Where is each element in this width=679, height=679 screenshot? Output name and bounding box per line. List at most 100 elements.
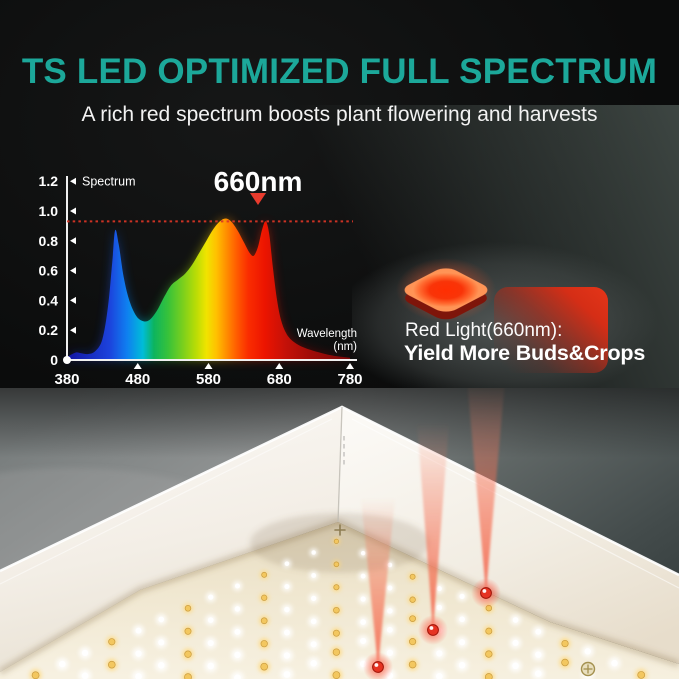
warm-led-dot xyxy=(561,639,569,648)
warm-led-dot xyxy=(107,660,116,669)
cool-led-dot xyxy=(435,672,443,679)
warm-led-dot xyxy=(260,640,268,648)
cool-led-dot xyxy=(459,616,465,623)
annotation-marker-icon xyxy=(250,193,266,205)
warm-led-dot xyxy=(332,629,340,637)
cool-led-dot xyxy=(310,641,317,648)
warm-led-dot xyxy=(637,671,646,679)
annotation-660nm: 660nm xyxy=(214,166,303,197)
y-tick-arrow-icon xyxy=(70,237,76,245)
fixture-left-wall xyxy=(0,407,342,672)
cool-led-dot xyxy=(234,628,241,635)
cool-led-dot xyxy=(208,594,214,600)
cool-led-dot xyxy=(512,617,519,623)
cool-led-dot xyxy=(360,550,366,556)
warm-led-dot xyxy=(184,650,192,658)
page-subtitle: A rich red spectrum boosts plant floweri… xyxy=(81,103,598,126)
cool-led-dot xyxy=(284,561,290,567)
red-led-chip-icon xyxy=(396,258,496,322)
warm-led-dot xyxy=(333,538,339,544)
cool-led-dot xyxy=(310,659,317,667)
x-tick-label: 780 xyxy=(337,371,362,388)
cool-led-dot xyxy=(311,550,316,555)
cool-led-dot xyxy=(436,585,442,592)
warm-led-dot xyxy=(261,594,268,601)
cool-led-dot xyxy=(234,606,241,612)
warm-led-dot xyxy=(108,638,116,646)
warm-led-dot xyxy=(333,584,340,591)
warm-led-dot xyxy=(184,605,192,612)
page-title: TS LED OPTIMIZED FULL SPECTRUM xyxy=(21,52,658,91)
cool-led-dot xyxy=(360,619,367,625)
cool-led-dot xyxy=(207,639,214,647)
beam-middle xyxy=(417,423,449,630)
cool-led-dot xyxy=(81,649,89,657)
cool-led-dot xyxy=(387,585,393,591)
warm-led-dot xyxy=(332,671,341,679)
warm-led-dot xyxy=(409,573,416,580)
warm-led-dot xyxy=(408,660,417,669)
led-board xyxy=(0,522,679,679)
cool-led-dot xyxy=(534,670,542,678)
warm-led-dot xyxy=(333,606,340,614)
cool-led-dot xyxy=(584,648,591,655)
cool-led-dot xyxy=(387,608,393,614)
cool-led-dot xyxy=(284,606,290,613)
cool-led-dot xyxy=(135,627,142,634)
y-tick-arrow-icon xyxy=(70,296,76,304)
x-tick-label: 480 xyxy=(125,371,150,388)
x-tick-arrow-icon xyxy=(204,363,213,369)
inner-corner-edge xyxy=(337,406,343,523)
cool-led-dot xyxy=(207,617,214,623)
red-led-highlight xyxy=(374,663,379,667)
red-led-highlight xyxy=(429,626,434,630)
red-led-dot xyxy=(372,661,384,673)
y-tick-label: 0.6 xyxy=(39,263,59,279)
axis-origin-dot xyxy=(63,356,71,364)
cool-led-dot xyxy=(436,650,443,657)
cool-led-dot xyxy=(535,628,542,635)
cool-led-dot xyxy=(283,629,290,636)
warm-led-dot xyxy=(561,658,569,667)
cool-led-dot xyxy=(311,573,317,578)
cool-led-dot xyxy=(360,573,366,579)
cool-led-dot xyxy=(207,662,215,670)
y-tick-label: 1.2 xyxy=(39,173,59,189)
red-led-dots xyxy=(363,578,501,679)
warm-led-dot xyxy=(184,627,192,635)
warm-led-dot xyxy=(332,648,341,656)
warm-led-dot xyxy=(409,596,416,603)
red-light-beams xyxy=(361,388,505,667)
spectrum-curve xyxy=(67,218,350,360)
y-tick-label: 0 xyxy=(50,352,58,368)
x-tick-label: 680 xyxy=(267,371,292,388)
fixture-photo xyxy=(0,388,679,679)
cool-led-dot xyxy=(436,604,443,611)
beam-right xyxy=(467,388,505,593)
x-tick-arrow-icon xyxy=(275,363,284,369)
callout-line1: Red Light(660nm): xyxy=(405,320,563,341)
cool-led-dot xyxy=(611,659,618,667)
red-led-dot xyxy=(480,587,492,599)
x-axis-title: Wavelength xyxy=(297,328,357,340)
cool-led-dot xyxy=(360,596,366,602)
warm-led-dot xyxy=(409,638,417,646)
warm-led-dot xyxy=(484,673,493,679)
cool-led-dot xyxy=(386,626,393,633)
y-tick-label: 0.2 xyxy=(39,322,59,338)
x-tick-arrow-icon xyxy=(133,363,142,369)
y-tick-arrow-icon xyxy=(70,267,76,275)
x-axis-title-units: (nm) xyxy=(333,341,357,353)
y-tick-arrow-icon xyxy=(70,207,76,215)
cool-led-dot xyxy=(310,595,317,602)
callout-line2: Yield More Buds&Crops xyxy=(404,341,646,365)
warm-led-dot xyxy=(31,671,40,679)
warm-led-dot xyxy=(260,662,269,671)
cool-led-dot xyxy=(157,662,165,669)
cool-led-dot xyxy=(158,616,165,623)
y-tick-arrow-icon xyxy=(70,177,76,185)
cool-led-dot xyxy=(234,583,241,589)
cool-led-dot xyxy=(135,673,142,679)
right-wall-crease xyxy=(351,418,679,589)
red-gradient-panel xyxy=(494,287,608,373)
